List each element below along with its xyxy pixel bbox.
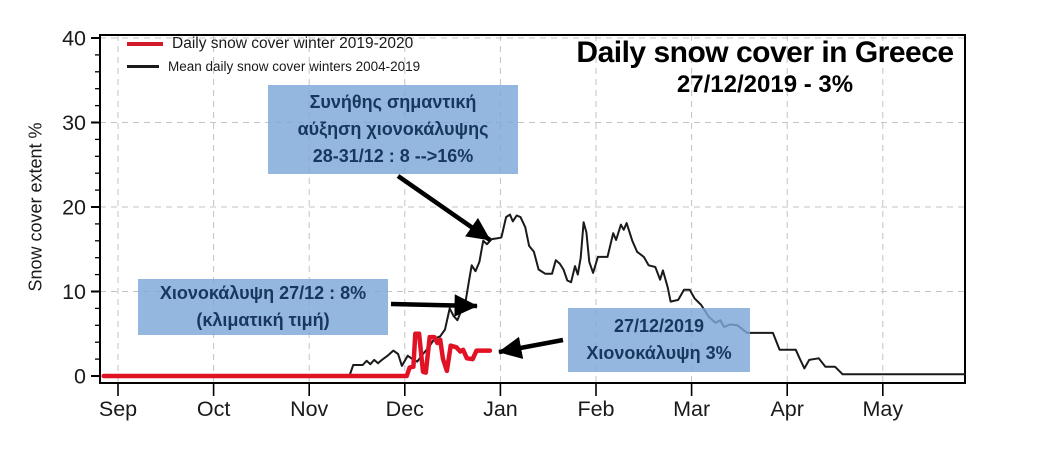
legend-swatch-red-line (127, 42, 163, 46)
x-tick-label: Apr (770, 397, 803, 421)
legend-item-current-winter: Daily snow cover winter 2019-2020 (127, 35, 420, 53)
x-tick-label: May (862, 397, 903, 421)
axis-frame (99, 34, 966, 384)
y-tick-label: 0 (74, 365, 86, 389)
legend-swatch-black-line (127, 65, 159, 68)
x-tick-label: Feb (577, 397, 614, 421)
annotation-box-current-value: 27/12/2019 Χιονοκάλυψη 3% (568, 308, 750, 372)
chart-title-block: Daily snow cover in Greece 27/12/2019 - … (550, 38, 980, 99)
chart-title: Daily snow cover in Greece (576, 36, 954, 69)
legend: Daily snow cover winter 2019-2020 Mean d… (127, 35, 420, 80)
x-tick-label: Dec (386, 397, 424, 421)
chart-subtitle: 27/12/2019 - 3% (676, 71, 854, 98)
series-current-winter-line (101, 331, 493, 379)
y-tick-label: 40 (62, 27, 86, 51)
legend-label-current-winter: Daily snow cover winter 2019-2020 (172, 35, 414, 52)
y-tick-label: 10 (62, 280, 86, 304)
x-tick-label: Oct (197, 397, 230, 421)
x-tick-label: Mar (673, 397, 710, 421)
x-tick-label: Jan (483, 397, 518, 421)
x-tick-label: Nov (290, 397, 328, 421)
legend-label-mean-winters: Mean daily snow cover winters 2004-2019 (168, 59, 421, 74)
legend-item-mean-winters: Mean daily snow cover winters 2004-2019 (127, 59, 420, 74)
annotation-box-usual-increase: Συνήθης σημαντική αύξηση χιονοκάλυψης 28… (268, 85, 518, 174)
y-tick-label: 20 (62, 196, 86, 220)
annotation-box-climatic-value: Χιονοκάλυψη 27/12 : 8% (κλιματική τιμή) (138, 279, 388, 335)
y-axis-label: Snow cover extent % (25, 122, 46, 292)
y-tick-label: 30 (62, 111, 86, 135)
x-tick-label: Sep (99, 397, 137, 421)
